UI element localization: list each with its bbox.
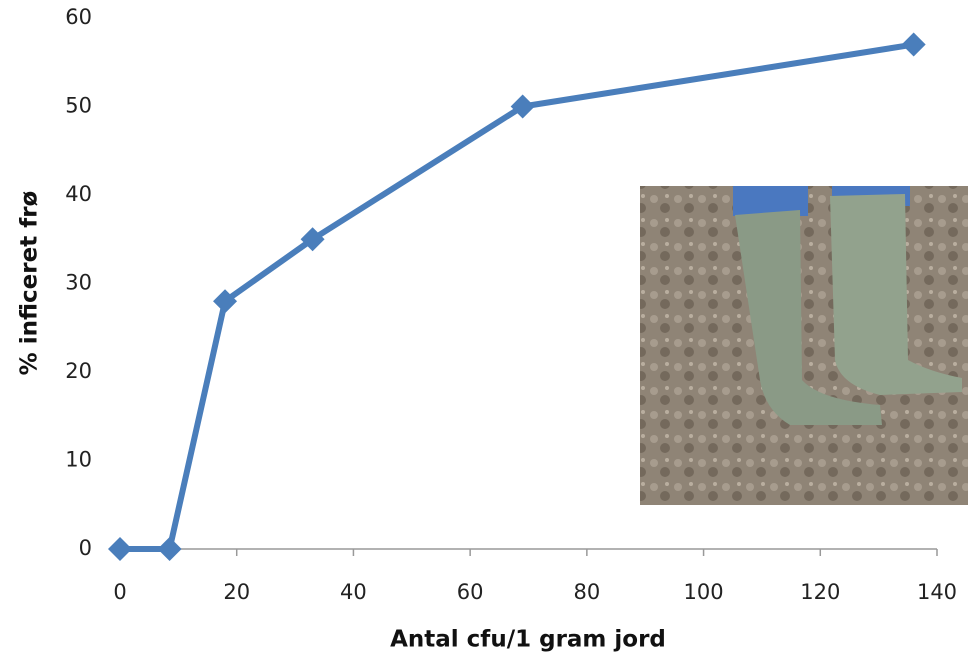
x-tick-label: 20 — [223, 580, 250, 604]
data-marker — [902, 33, 926, 57]
y-axis-title: % inficeret frø — [17, 191, 43, 376]
photo — [640, 186, 968, 505]
chart: Antal cfu/1 gram jord % inficeret frø 0 2… — [0, 0, 968, 661]
x-tick-label: 120 — [800, 580, 840, 604]
x-tick-label: 0 — [113, 580, 126, 604]
y-tick-label: 30 — [65, 271, 92, 295]
x-tick-label: 80 — [573, 580, 600, 604]
x-tick-label: 60 — [457, 580, 484, 604]
x-tick-label: 140 — [917, 580, 957, 604]
x-tick-label: 40 — [340, 580, 367, 604]
data-marker — [108, 537, 132, 561]
y-tick-label: 10 — [65, 448, 92, 472]
data-marker — [158, 537, 182, 561]
y-tick-label: 60 — [65, 5, 92, 29]
y-tick-label: 40 — [65, 182, 92, 206]
y-tick-label: 0 — [79, 536, 92, 560]
x-tick-label: 100 — [684, 580, 724, 604]
x-axis-title: Antal cfu/1 gram jord — [390, 627, 666, 653]
y-tick-label: 50 — [65, 94, 92, 118]
y-tick-label: 20 — [65, 359, 92, 383]
